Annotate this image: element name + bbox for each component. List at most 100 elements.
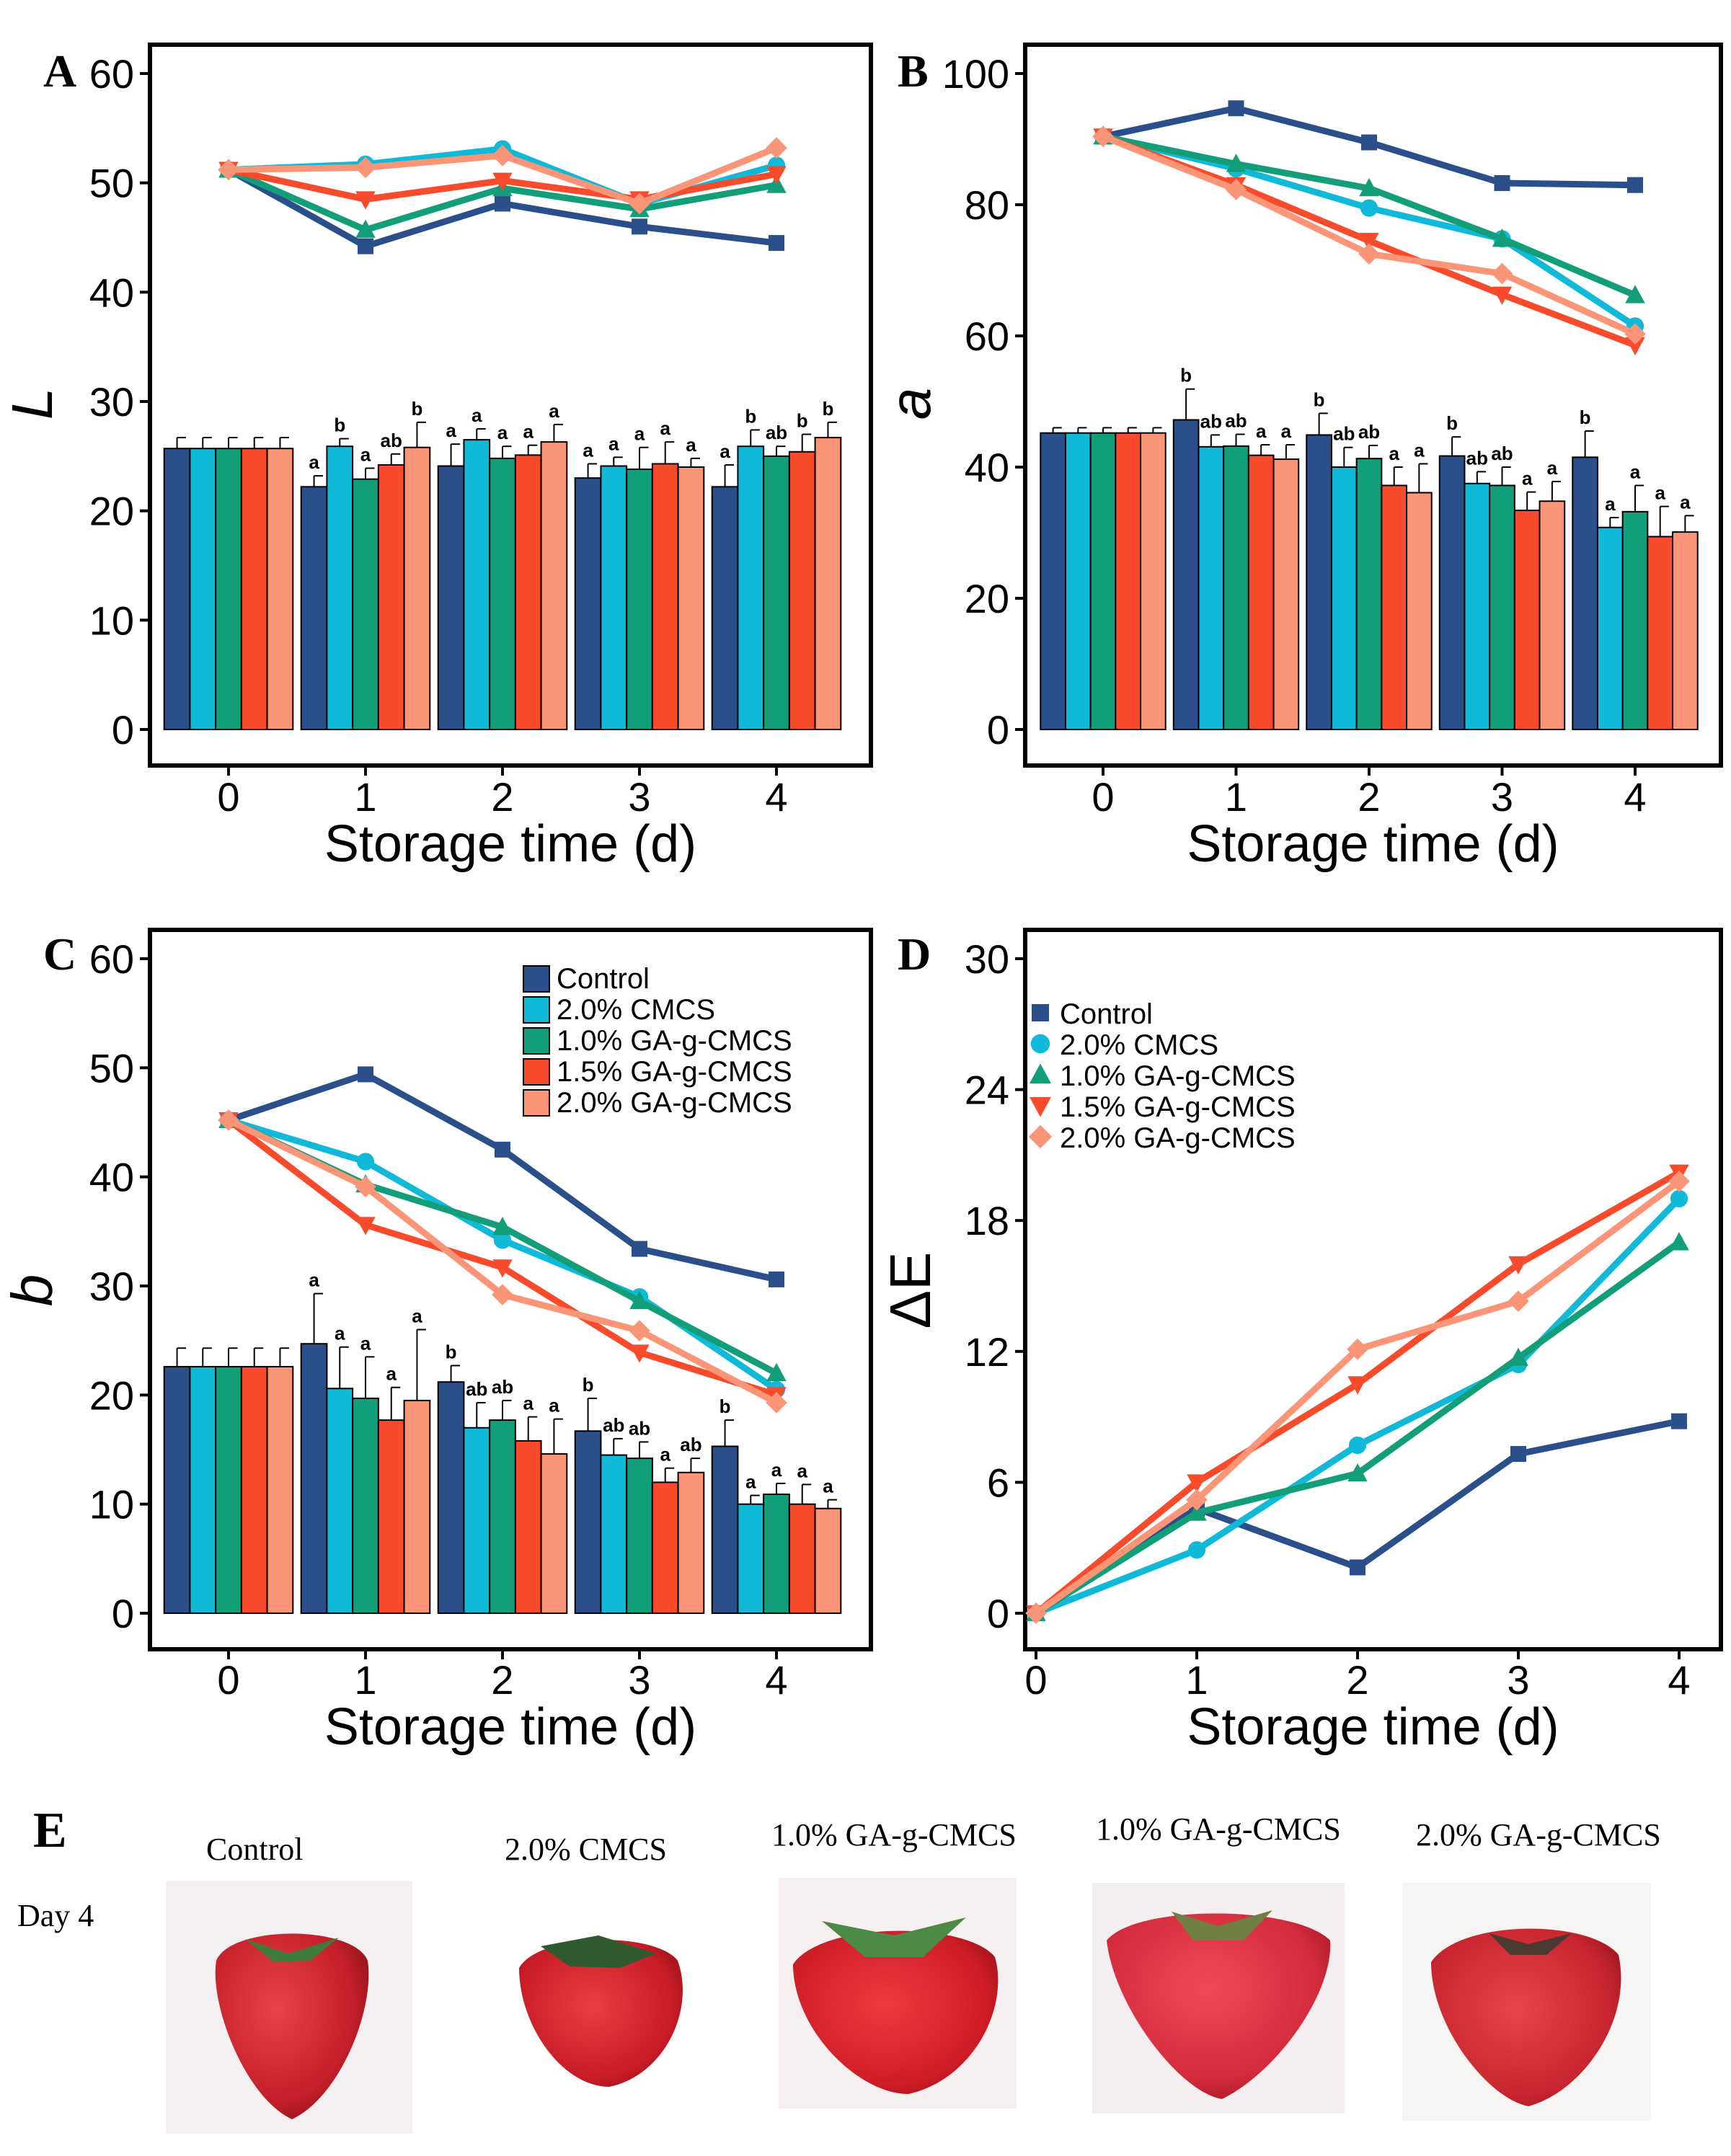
data-point: [766, 137, 787, 159]
x-tick-label: 1: [354, 1657, 376, 1703]
bar: [240, 1365, 268, 1615]
significance-label: b: [745, 405, 756, 427]
bar: [788, 1503, 816, 1615]
significance-label: b: [1446, 412, 1458, 434]
data-point: [1226, 154, 1247, 172]
significance-label: ab: [603, 1414, 624, 1436]
line-series: [1093, 126, 1645, 303]
data-point: [1669, 1232, 1689, 1251]
bar: [163, 448, 191, 730]
data-point: [1347, 1463, 1368, 1482]
significance-label: a: [1522, 468, 1533, 489]
bar: [352, 1397, 379, 1614]
significance-label: a: [608, 432, 619, 454]
significance-label: a: [549, 1395, 559, 1416]
photo-label-control: Control: [206, 1832, 304, 1867]
data-point: [355, 1176, 376, 1198]
bar: [1381, 484, 1408, 730]
data-point: [629, 192, 650, 215]
significance-label: a: [549, 400, 559, 422]
bar: [1306, 434, 1332, 730]
significance-label: b: [334, 414, 345, 436]
bar: [600, 1454, 628, 1614]
data-point: [1350, 1559, 1365, 1576]
data-point: [1228, 100, 1244, 117]
strawberry-photo-ga-1-b: [1092, 1883, 1345, 2113]
plot-frame: [148, 928, 873, 1651]
significance-label: a: [497, 422, 508, 443]
data-point: [1492, 229, 1513, 247]
significance-label: a: [720, 440, 730, 462]
data-point: [492, 1216, 513, 1236]
data-point: [1508, 1347, 1528, 1366]
x-tick-label: 4: [1668, 1657, 1690, 1703]
y-tick-label: 24: [965, 1068, 1009, 1113]
bar: [626, 469, 653, 730]
legend-label: 2.0% GA-g-CMCS: [557, 1087, 792, 1119]
bar: [266, 448, 294, 730]
y-axis-label: L: [0, 388, 64, 420]
legend-swatch: [523, 1058, 550, 1086]
x-axis-label: Storage time (d): [324, 1698, 696, 1756]
significance-label: ab: [381, 430, 402, 451]
bar: [189, 1365, 217, 1615]
y-tick-label: 40: [965, 445, 1009, 490]
bar: [377, 1419, 405, 1614]
bar: [763, 1494, 790, 1614]
data-point: [632, 218, 647, 235]
significance-label: b: [822, 398, 833, 420]
data-point: [1492, 286, 1513, 305]
y-tick-label: 0: [112, 1591, 134, 1636]
x-axis-label: Storage time (d): [1187, 1698, 1559, 1756]
bar: [737, 1503, 765, 1615]
bar: [814, 437, 842, 730]
plot-frame: [1023, 928, 1723, 1651]
significance-label: b: [583, 1374, 594, 1396]
y-tick-label: 50: [89, 1045, 134, 1091]
bar: [1621, 510, 1649, 730]
y-tick-label: 80: [965, 182, 1009, 228]
bar: [1197, 445, 1225, 730]
bar: [600, 465, 628, 730]
y-tick-label: 10: [89, 1482, 134, 1527]
panel-letter: A: [43, 45, 76, 97]
data-point: [1347, 1338, 1368, 1360]
legend-label: 1.0% GA-g-CMCS: [557, 1025, 792, 1057]
x-tick-label: 3: [628, 774, 650, 820]
series-line: [1034, 1179, 1681, 1616]
x-tick-label: 1: [1225, 774, 1247, 820]
y-tick-label: 40: [89, 1155, 134, 1200]
photo-label-ga-1: 1.0% GA-g-CMCS: [771, 1817, 1017, 1853]
x-tick-label: 3: [1491, 774, 1513, 820]
bar: [514, 454, 542, 730]
bar: [163, 1365, 191, 1615]
bar: [1672, 531, 1699, 731]
y-tick-label: 0: [987, 1591, 1009, 1636]
x-tick-label: 4: [1624, 774, 1646, 820]
bar-series: b aab: [189, 404, 765, 731]
y-tick-label: 12: [965, 1329, 1009, 1375]
significance-label: a: [309, 1269, 319, 1291]
data-point: [1360, 199, 1378, 217]
legend-label: 1.5% GA-g-CMCS: [557, 1056, 792, 1088]
bar: [1489, 484, 1515, 730]
bar: [540, 441, 568, 730]
significance-label: ab: [1491, 443, 1513, 464]
bar: [1272, 458, 1300, 731]
bar: [540, 1453, 568, 1615]
data-point: [1508, 1290, 1529, 1313]
panel-letter: D: [898, 928, 931, 980]
significance-label: b: [446, 1341, 457, 1362]
bar: [1572, 456, 1598, 730]
data-point: [629, 1320, 650, 1341]
x-axis-label: Storage time (d): [324, 815, 696, 873]
legend-label: 1.0% GA-g-CMCS: [1060, 1060, 1296, 1092]
data-point: [492, 144, 513, 167]
bar-series: b b b b: [1040, 365, 1598, 731]
significance-label: a: [523, 1393, 534, 1414]
bar: [788, 451, 816, 730]
significance-label: ab: [1358, 421, 1380, 443]
